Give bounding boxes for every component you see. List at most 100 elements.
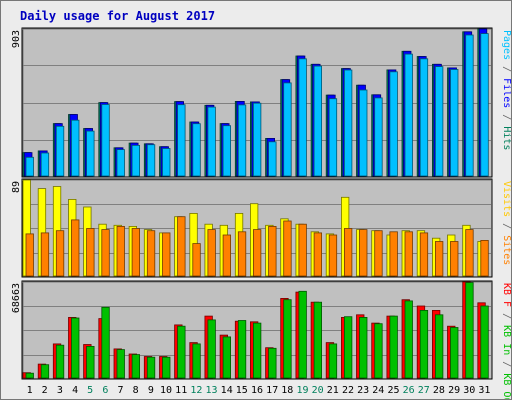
x-tick-label-1: 1 — [27, 385, 33, 396]
bar-kb-in-7 — [116, 349, 125, 379]
panel-visits-bars — [22, 179, 489, 277]
bar-pages-23 — [359, 89, 368, 177]
bar-pages-1 — [25, 156, 34, 177]
bar-sites-18 — [283, 220, 292, 277]
bar-pages-28 — [434, 66, 444, 177]
legend-entry: Pages — [501, 30, 511, 60]
bar-sites-31 — [480, 239, 489, 277]
legend-entry: Hits — [501, 126, 511, 150]
bar-pages-10 — [162, 148, 171, 177]
x-tick-label-14: 14 — [221, 385, 233, 396]
x-tick-label-28: 28 — [433, 385, 445, 396]
x-axis-labels: 1 2 3 4 5 6 7 8 9 10 11 12 13 14 15 16 17 18 19 20 21 22 23 24 2… — [27, 385, 491, 396]
x-tick-label-9: 9 — [148, 385, 154, 396]
legend-entry: / — [501, 108, 511, 126]
x-tick-label-30: 30 — [463, 385, 475, 396]
bar-kb-in-25 — [389, 315, 398, 379]
bar-sites-4 — [71, 219, 80, 277]
bar-kb-in-26 — [404, 300, 413, 379]
bar-sites-30 — [465, 229, 474, 277]
x-tick-label-31: 31 — [478, 385, 490, 396]
bar-pages-11 — [177, 104, 186, 177]
bar-pages-14 — [222, 125, 232, 177]
bar-kb-in-17 — [268, 347, 277, 379]
legend-entry: / — [501, 60, 511, 78]
bar-kb-in-28 — [434, 314, 444, 379]
bar-sites-24 — [374, 230, 383, 277]
x-tick-label-22: 22 — [342, 385, 354, 396]
bar-pages-19 — [298, 58, 307, 177]
legend-entry: Visits — [501, 181, 511, 217]
panel-hits-bars — [22, 28, 489, 177]
x-tick-label-21: 21 — [327, 385, 339, 396]
bar-pages-24 — [374, 97, 383, 177]
panel-visits-max-label: 89 — [11, 181, 22, 193]
panel-hits-max-label: 903 — [11, 30, 22, 48]
bar-kb-in-24 — [374, 323, 383, 379]
x-tick-label-27: 27 — [418, 385, 430, 396]
panel-visits: 89 Visits / Sites — [11, 178, 511, 278]
bar-pages-26 — [404, 53, 413, 177]
bar-kb-in-31 — [480, 305, 489, 379]
x-tick-label-7: 7 — [117, 385, 123, 396]
bar-kb-in-15 — [237, 320, 247, 379]
x-tick-label-20: 20 — [312, 385, 324, 396]
bar-kb-in-27 — [419, 309, 429, 379]
panel-visits-legend: Visits / Sites — [501, 181, 511, 265]
bar-sites-25 — [389, 231, 398, 277]
panel-kbytes-bars — [22, 281, 489, 379]
bar-sites-3 — [55, 230, 65, 277]
bar-kb-in-3 — [55, 344, 65, 379]
bar-sites-8 — [131, 228, 141, 277]
x-tick-label-26: 26 — [403, 385, 415, 396]
bar-pages-6 — [101, 104, 110, 177]
bar-pages-25 — [389, 71, 398, 177]
bar-kb-in-11 — [177, 325, 186, 379]
panel-hits-legend: Pages / Files / Hits — [501, 30, 511, 150]
x-tick-label-12: 12 — [190, 385, 202, 396]
bar-pages-12 — [192, 123, 201, 177]
bar-kb-in-5 — [86, 345, 95, 379]
bar-kb-in-21 — [328, 343, 338, 379]
bar-pages-29 — [450, 69, 459, 177]
bar-sites-22 — [343, 228, 353, 277]
bar-sites-16 — [252, 229, 262, 277]
legend-entry: / — [501, 217, 511, 235]
x-tick-label-16: 16 — [251, 385, 263, 396]
bar-kb-in-22 — [343, 316, 353, 379]
bar-kb-in-23 — [359, 316, 368, 379]
bar-pages-15 — [237, 104, 247, 177]
bar-kb-in-14 — [222, 336, 232, 379]
bar-sites-12 — [192, 243, 201, 277]
bar-kb-in-2 — [40, 364, 50, 379]
bar-kb-in-10 — [162, 356, 171, 379]
bar-kb-in-9 — [146, 356, 156, 379]
bar-pages-2 — [40, 152, 50, 177]
bar-pages-30 — [465, 34, 474, 177]
chart-title: Daily usage for August 2017 — [20, 9, 215, 23]
bar-sites-1 — [25, 233, 34, 277]
bar-sites-5 — [86, 228, 95, 277]
bar-pages-22 — [343, 69, 353, 177]
bar-pages-31 — [480, 33, 489, 177]
bar-pages-8 — [131, 144, 141, 177]
x-tick-label-8: 8 — [133, 385, 139, 396]
x-tick-label-23: 23 — [357, 385, 369, 396]
bar-sites-20 — [313, 232, 323, 277]
x-tick-label-19: 19 — [296, 385, 308, 396]
legend-entry: Files — [501, 78, 511, 108]
x-tick-label-4: 4 — [72, 385, 78, 396]
x-tick-label-11: 11 — [175, 385, 187, 396]
bar-sites-29 — [450, 241, 459, 277]
bar-sites-6 — [101, 229, 110, 277]
panels-layer: 903 Pages / Files / Hits 89 Visits / Sites 6… — [11, 27, 511, 399]
x-tick-label-5: 5 — [87, 385, 93, 396]
bar-pages-13 — [207, 106, 216, 177]
legend-entry: Sites — [501, 235, 511, 265]
bar-sites-27 — [419, 232, 429, 277]
bar-pages-17 — [268, 141, 277, 177]
legend-entry: KB Out — [501, 373, 511, 399]
bar-kb-in-29 — [450, 327, 459, 379]
